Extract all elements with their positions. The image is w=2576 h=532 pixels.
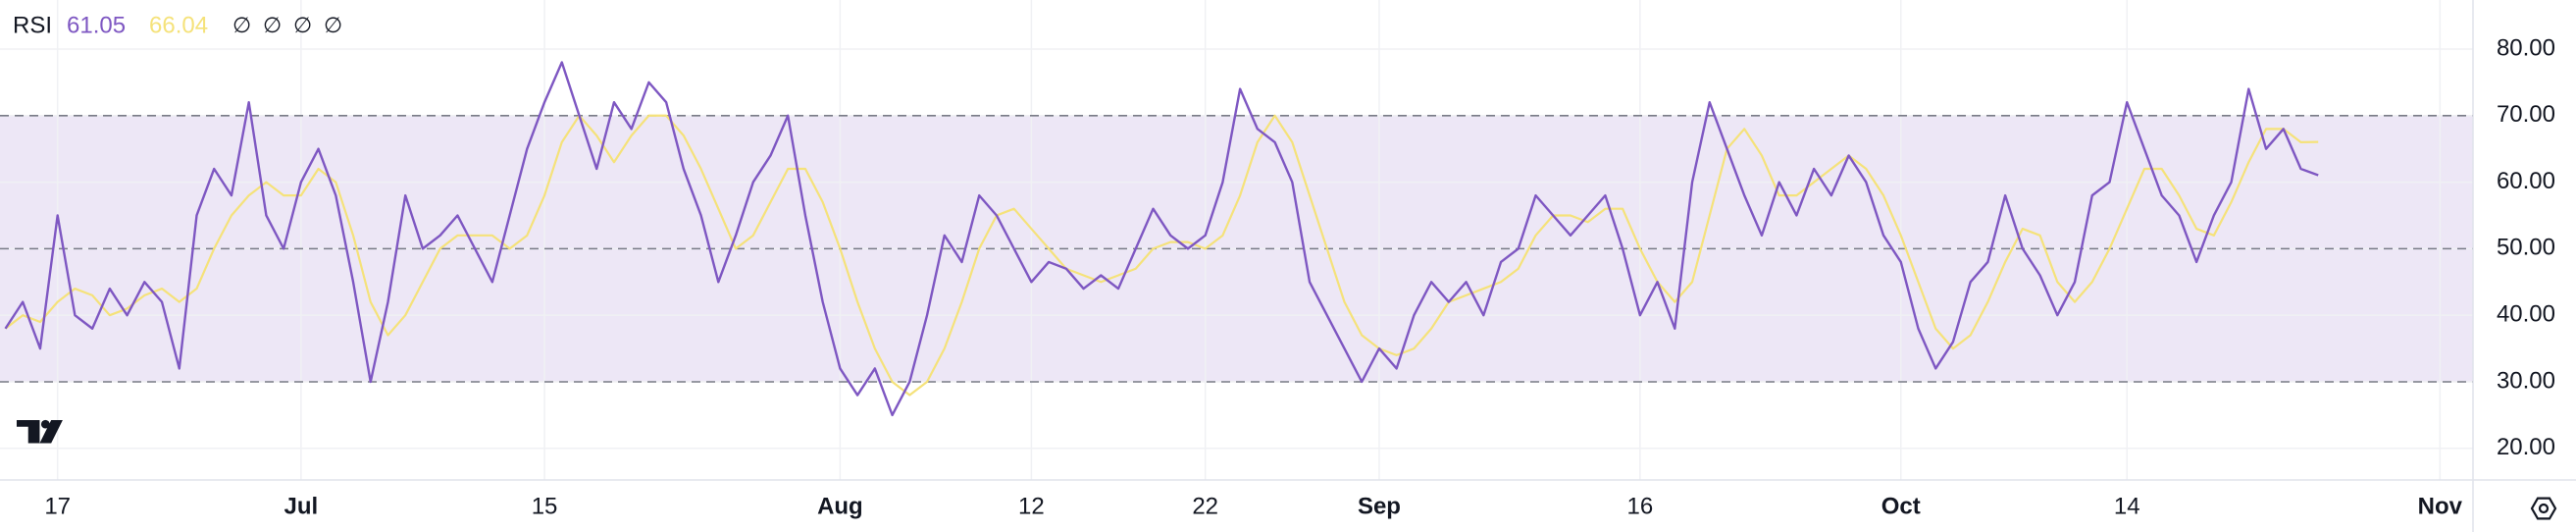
x-tick-label: 14 bbox=[2114, 493, 2140, 519]
y-tick-label: 60.00 bbox=[2497, 168, 2555, 194]
settings-hexagon[interactable] bbox=[2530, 497, 2557, 520]
legend-icon: ∅ bbox=[324, 13, 342, 37]
x-tick-label: 16 bbox=[1627, 493, 1654, 519]
logo-part bbox=[40, 419, 50, 429]
rsi-line bbox=[4, 61, 2319, 417]
y-tick-label: 80.00 bbox=[2497, 34, 2555, 61]
plot-marks bbox=[4, 61, 2319, 417]
x-tick-label: Jul bbox=[284, 493, 319, 519]
x-tick-label: 22 bbox=[1192, 493, 1218, 519]
x-tick-label: 17 bbox=[44, 493, 71, 519]
x-tick-label: 15 bbox=[532, 493, 558, 519]
legend-value: 66.04 bbox=[149, 12, 208, 38]
legend-icon: ∅ bbox=[232, 13, 251, 37]
y-tick-label: 20.00 bbox=[2497, 434, 2555, 460]
tradingview-logo bbox=[17, 419, 63, 444]
y-tick-label: 50.00 bbox=[2497, 235, 2555, 261]
logo-part bbox=[39, 420, 63, 444]
x-tick-label: Aug bbox=[817, 493, 863, 519]
legend-icon: ∅ bbox=[263, 13, 282, 37]
x-tick-label: 12 bbox=[1018, 493, 1045, 519]
x-tick-label: Oct bbox=[1881, 493, 1921, 519]
y-tick-label: 40.00 bbox=[2497, 301, 2555, 328]
indicator-title: RSI bbox=[13, 12, 52, 38]
x-tick-label: Sep bbox=[1358, 493, 1401, 519]
legend-value: 61.05 bbox=[67, 12, 126, 38]
logo-part bbox=[17, 420, 40, 444]
legend-icon: ∅ bbox=[293, 13, 312, 37]
y-tick-label: 30.00 bbox=[2497, 367, 2555, 394]
legend-header: RSI 61.05 66.04 ∅ ∅ ∅ ∅ bbox=[13, 12, 342, 38]
rsi-ma-line bbox=[4, 114, 2319, 397]
plot-background bbox=[0, 0, 2473, 480]
settings-icon[interactable] bbox=[2530, 497, 2557, 520]
y-tick-label: 70.00 bbox=[2497, 101, 2555, 128]
settings-center[interactable] bbox=[2538, 503, 2550, 514]
x-tick-label: Nov bbox=[2418, 493, 2463, 519]
